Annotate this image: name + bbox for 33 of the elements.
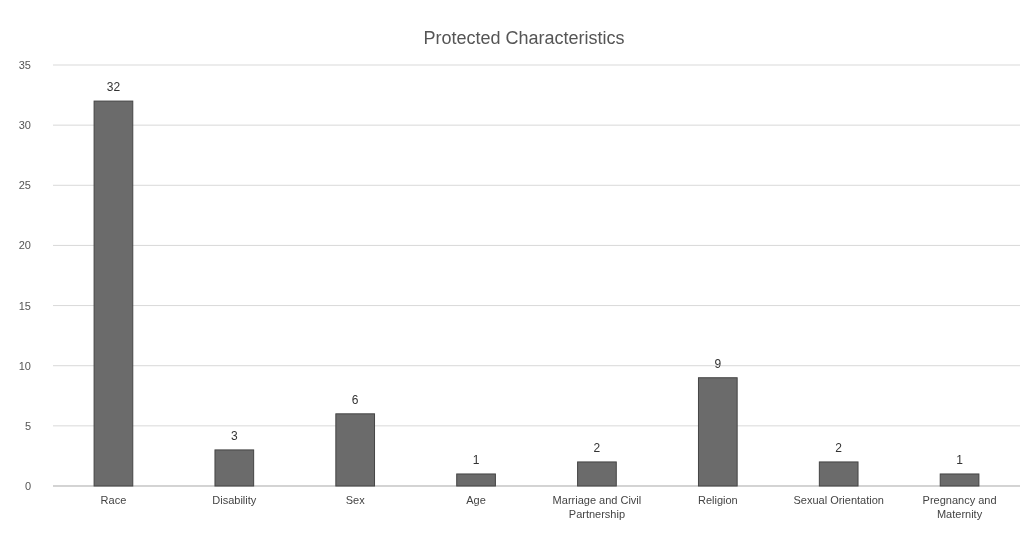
data-label: 2	[593, 440, 601, 455]
x-tick-label: Sex	[345, 494, 366, 506]
y-tick-label: 5	[24, 419, 31, 432]
data-label: 3	[230, 428, 238, 443]
x-tick-label: Religion	[697, 494, 738, 506]
x-tick-label: Race	[100, 494, 127, 506]
bar	[93, 100, 134, 487]
bar	[818, 461, 859, 487]
x-tick-label: Disability	[212, 494, 257, 506]
y-tick-label: 10	[18, 359, 31, 372]
chart-title: Protected Characteristics	[423, 28, 625, 48]
y-tick-label: 35	[18, 59, 31, 71]
y-tick-label: 30	[18, 119, 31, 132]
bar	[697, 377, 738, 487]
y-tick-label: 25	[18, 179, 31, 192]
x-tick-label: Sexual Orientation	[793, 494, 884, 506]
bar	[939, 473, 980, 487]
bar	[335, 413, 376, 487]
data-label: 32	[106, 80, 121, 95]
bar	[456, 473, 496, 487]
x-tick-label: Pregnancy and Maternity	[922, 494, 997, 520]
y-tick-label: 15	[18, 299, 31, 312]
y-tick-label: 0	[24, 480, 31, 492]
data-label: 1	[472, 452, 480, 467]
data-label: 1	[956, 452, 964, 467]
x-tick-label: Marriage and Civil Partnership	[552, 494, 642, 520]
x-tick-label: Age	[466, 494, 486, 506]
bar	[577, 461, 617, 487]
data-label: 6	[351, 392, 359, 407]
data-label: 2	[835, 440, 843, 455]
y-tick-label: 20	[18, 239, 31, 252]
bar	[214, 449, 255, 487]
data-label: 9	[714, 356, 722, 371]
